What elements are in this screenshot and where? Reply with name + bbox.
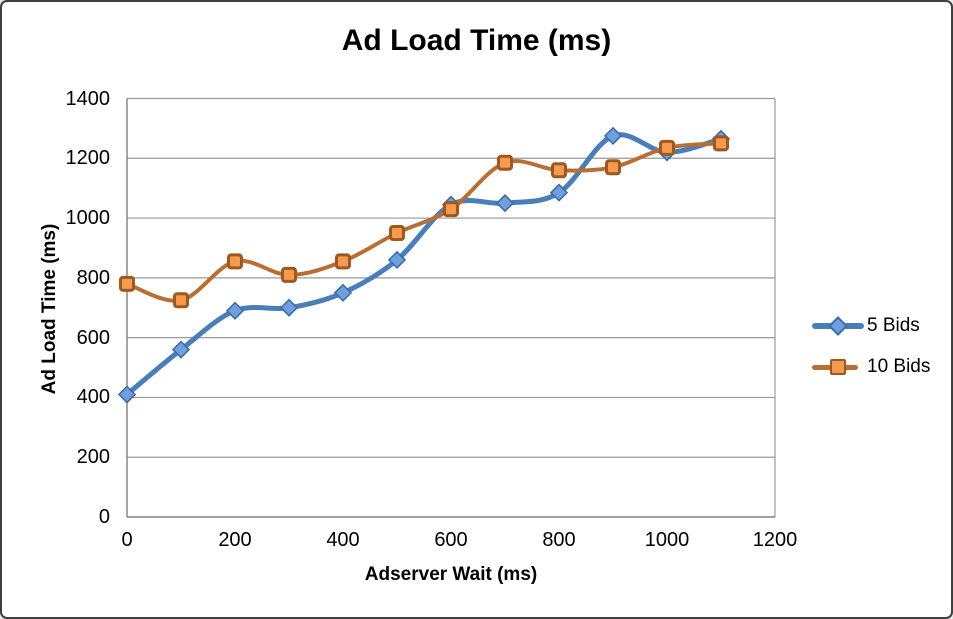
data-point-marker-square bbox=[605, 159, 621, 176]
series-line-10-bids bbox=[125, 141, 723, 303]
legend-item-10-bids: 10 Bids bbox=[812, 352, 930, 382]
data-point-marker-diamond bbox=[333, 283, 353, 302]
data-point-marker-square bbox=[335, 253, 351, 270]
data-point-marker-diamond bbox=[549, 183, 569, 202]
data-point-marker-square bbox=[659, 139, 675, 156]
data-point-marker-diamond bbox=[171, 340, 191, 359]
data-point-marker-diamond bbox=[225, 301, 245, 320]
y-tick-label: 0 bbox=[98, 506, 110, 528]
y-tick-label: 400 bbox=[76, 386, 110, 409]
data-point-marker-square bbox=[119, 275, 135, 292]
data-point-marker-diamond bbox=[387, 250, 407, 270]
legend-label: 10 Bids bbox=[867, 356, 931, 377]
y-axis-title: Ad Load Time (ms) bbox=[39, 223, 60, 395]
data-point-marker-square bbox=[551, 162, 567, 179]
data-point-marker-square bbox=[227, 253, 243, 270]
data-point-marker-square bbox=[713, 135, 729, 152]
x-tick-label: 400 bbox=[326, 529, 360, 551]
x-axis-title: Adserver Wait (ms) bbox=[364, 564, 538, 585]
y-tick-label: 1400 bbox=[65, 87, 111, 110]
legend: 5 Bids 10 Bids bbox=[812, 311, 930, 393]
x-tick-label: 1000 bbox=[644, 529, 690, 551]
blue-line-diamond-marker-icon bbox=[812, 316, 864, 336]
data-point-marker-square bbox=[281, 266, 297, 283]
data-point-marker-diamond bbox=[603, 126, 623, 145]
legend-label: 5 Bids bbox=[867, 315, 920, 336]
orange-line-square-marker-icon bbox=[812, 359, 864, 375]
x-tick-label: 0 bbox=[121, 529, 133, 551]
y-tick-label: 1200 bbox=[65, 147, 111, 170]
x-tick-label: 600 bbox=[434, 529, 468, 551]
data-point-marker-square bbox=[443, 201, 459, 218]
data-point-marker-square bbox=[173, 292, 189, 309]
data-point-marker-diamond bbox=[117, 385, 137, 404]
data-point-marker-square bbox=[389, 225, 405, 242]
data-point-marker-diamond bbox=[279, 298, 299, 317]
x-tick-label: 200 bbox=[218, 529, 252, 551]
data-point-marker-square bbox=[497, 154, 513, 171]
data-point-marker-diamond bbox=[495, 193, 515, 213]
y-tick-label: 800 bbox=[76, 266, 110, 289]
y-tick-label: 200 bbox=[76, 446, 110, 469]
legend-item-5-bids: 5 Bids bbox=[812, 311, 930, 341]
series-line-5-bids bbox=[124, 132, 724, 397]
y-tick-label: 600 bbox=[76, 326, 110, 349]
chart-title: Ad Load Time (ms) bbox=[341, 24, 612, 57]
y-tick-label: 1000 bbox=[65, 207, 111, 230]
x-tick-label: 1200 bbox=[752, 529, 798, 551]
x-tick-label: 800 bbox=[542, 529, 576, 551]
